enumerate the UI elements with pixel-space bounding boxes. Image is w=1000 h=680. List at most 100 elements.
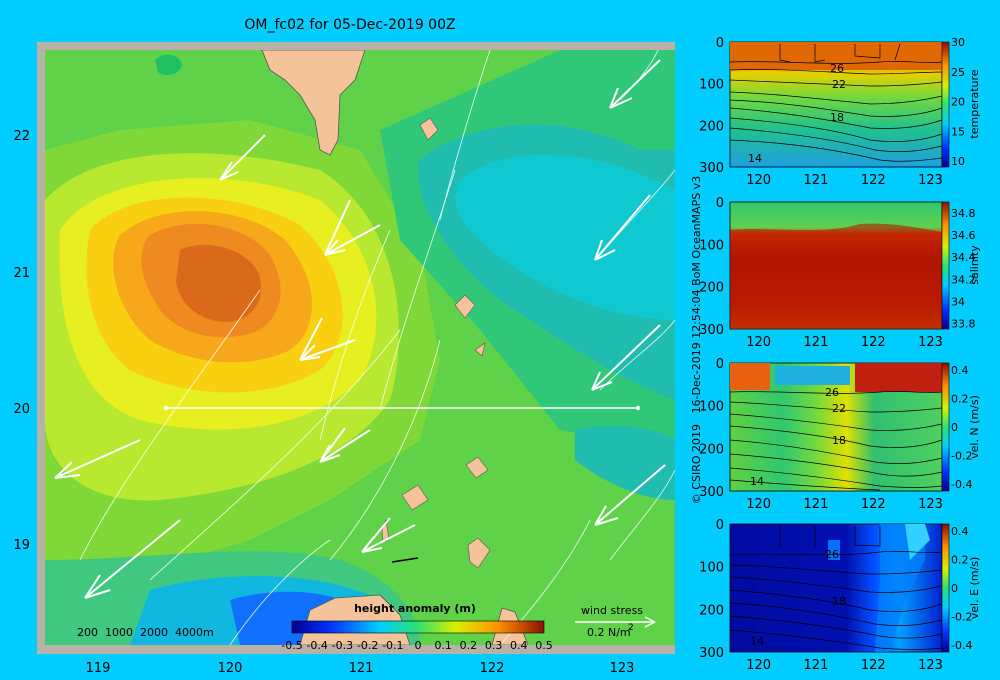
colorbar-tick-label: 0.5 xyxy=(535,639,553,652)
height-anomaly-map: 119 120 121 122 123 22 21 20 19 200 1000… xyxy=(13,42,675,676)
contour-label: 18 xyxy=(832,434,846,447)
colorbar-tick-label: 30 xyxy=(951,36,965,49)
x-tick-label: 122 xyxy=(861,173,886,188)
x-tick-label: 121 xyxy=(804,497,829,512)
taiwan-land xyxy=(261,50,366,156)
colorbar-tick-label: 20 xyxy=(951,96,965,109)
wind-arrows xyxy=(54,59,666,599)
colorbar-tick-label: 0 xyxy=(951,582,958,595)
colorbar-tick-label: -0.1 xyxy=(382,639,403,652)
contour-label: 18 xyxy=(832,595,846,608)
colorbar-label: salinity xyxy=(968,245,981,285)
depth-tick-label: 0 xyxy=(716,357,724,372)
colorbar-tick-label: 0.3 xyxy=(485,639,503,652)
map-lon-axis: 119 120 121 122 123 xyxy=(86,661,635,676)
wind-legend-title: wind stress xyxy=(581,604,643,617)
x-tick-label: 123 xyxy=(918,173,943,188)
x-tick-label: 120 xyxy=(746,335,771,350)
depth-tick-label: 300 xyxy=(699,323,724,338)
x-tick-label: 120 xyxy=(746,497,771,512)
depth-tick-label: 200 xyxy=(699,119,724,134)
colorbar-tick-label: 0.4 xyxy=(951,525,969,538)
section-line xyxy=(163,405,641,411)
map-field xyxy=(45,50,675,645)
contour-label: 26 xyxy=(830,62,844,75)
contour-label: 18 xyxy=(830,111,844,124)
depth-tick-label: 100 xyxy=(699,561,724,576)
contour-label: 14 xyxy=(750,475,764,488)
x-tick-label: 120 xyxy=(746,173,771,188)
x-tick-label: 123 xyxy=(918,335,943,350)
contour-label: 14 xyxy=(750,635,764,648)
colorbar-label: temperature xyxy=(968,69,981,138)
credit-text: © CSIRO 2019 16-Dec-2019 12:54:04 BoM Oc… xyxy=(690,176,703,504)
colorbar-tick-label: 34.8 xyxy=(951,207,976,220)
lat-tick-label: 22 xyxy=(13,129,30,144)
x-tick-label: 121 xyxy=(804,173,829,188)
lon-tick-label: 120 xyxy=(218,661,243,676)
wind-legend-value: 0.2 N/m xyxy=(587,626,631,639)
colorbar-tick-label: -0.2 xyxy=(951,610,972,623)
colorbar-tick-label: 34.6 xyxy=(951,229,976,242)
depth-tick-label: 300 xyxy=(699,646,724,661)
colorbar-tick-label: -0.2 xyxy=(357,639,378,652)
colorbar-label: vel. N (m/s) xyxy=(968,395,981,459)
colorbar-tick-label: 0.2 xyxy=(951,554,969,567)
colorbar-tick-label: -0.5 xyxy=(281,639,302,652)
colorbar-tick-label: 0 xyxy=(415,639,422,652)
depth-tick-label: 100 xyxy=(699,238,724,253)
contour-label: 26 xyxy=(825,386,839,399)
depth-tick-label: 0 xyxy=(716,36,724,51)
x-tick-label: 121 xyxy=(804,335,829,350)
x-tick-label: 121 xyxy=(804,658,829,673)
colorbar-tick-label: 15 xyxy=(951,125,965,138)
colorbar-tick-label: 0.4 xyxy=(510,639,528,652)
depth-tick-label: 100 xyxy=(699,78,724,93)
colorbar-tick-label: 34.4 xyxy=(951,251,976,264)
velocity-north-section: 26 22 18 14 0.4 0.2 0 -0.2 -0.4 120 121 122 123… xyxy=(699,357,981,512)
colorbar-tick-label: -0.3 xyxy=(332,639,353,652)
colorbar-tick-label: 34 xyxy=(951,295,965,308)
colorbar-title: height anomaly (m) xyxy=(354,602,476,615)
map-lat-axis: 22 21 20 19 xyxy=(13,129,30,553)
depth-legend: 200 1000 2000 4000m xyxy=(77,626,214,639)
x-tick-label: 122 xyxy=(861,658,886,673)
colorbar-tick-label: 0.2 xyxy=(951,393,969,406)
wind-legend-unit-sup: 2 xyxy=(628,623,634,633)
colorbar-tick-label: 10 xyxy=(951,155,965,168)
velocity-east-section: 26 18 14 0.4 0.2 0 -0.2 -0.4 120 121 122 123 0 10… xyxy=(699,518,981,673)
lon-tick-label: 122 xyxy=(480,661,505,676)
depth-tick-label: 200 xyxy=(699,442,724,457)
depth-tick-label: 200 xyxy=(699,603,724,618)
colorbar-label: vel. E (m/s) xyxy=(968,557,981,620)
salinity-section: 34.8 34.6 34.4 34.2 34 33.8 120 121 122 123 0 100 2… xyxy=(699,196,981,350)
colorbar-tick-label: 25 xyxy=(951,66,965,79)
lat-tick-label: 20 xyxy=(13,402,30,417)
contour-label: 14 xyxy=(748,152,762,165)
lat-tick-label: 21 xyxy=(13,266,30,281)
lon-tick-label: 121 xyxy=(349,661,374,676)
colorbar-tick-label: 0.4 xyxy=(951,364,969,377)
lat-tick-label: 19 xyxy=(13,538,30,553)
x-tick-label: 122 xyxy=(861,335,886,350)
x-tick-label: 122 xyxy=(861,497,886,512)
depth-tick-label: 200 xyxy=(699,281,724,296)
lon-tick-label: 123 xyxy=(610,661,635,676)
height-anomaly-colorbar: height anomaly (m) -0.5 -0.4 -0.3 -0.2 -0.1 0… xyxy=(281,602,552,652)
temperature-section: 26 22 18 14 30 25 20 15 10 120 121 122 123 0 100 2… xyxy=(699,36,981,188)
x-tick-label: 123 xyxy=(918,658,943,673)
depth-tick-label: 300 xyxy=(699,161,724,176)
contour-label: 22 xyxy=(832,402,846,415)
wind-stress-legend: wind stress 0.2 N/m 2 xyxy=(575,604,656,639)
colorbar-tick-label: 0.2 xyxy=(460,639,478,652)
colorbar-tick-label: 0.1 xyxy=(434,639,452,652)
colorbar-tick-label: 34.2 xyxy=(951,273,976,286)
colorbar-tick-label: -0.2 xyxy=(951,449,972,462)
depth-tick-label: 0 xyxy=(716,518,724,533)
contour-label: 22 xyxy=(832,78,846,91)
colorbar-tick-label: -0.4 xyxy=(306,639,327,652)
colorbar-tick-label: 0 xyxy=(951,421,958,434)
contour-label: 26 xyxy=(825,548,839,561)
colorbar-tick-label: -0.4 xyxy=(951,639,972,652)
